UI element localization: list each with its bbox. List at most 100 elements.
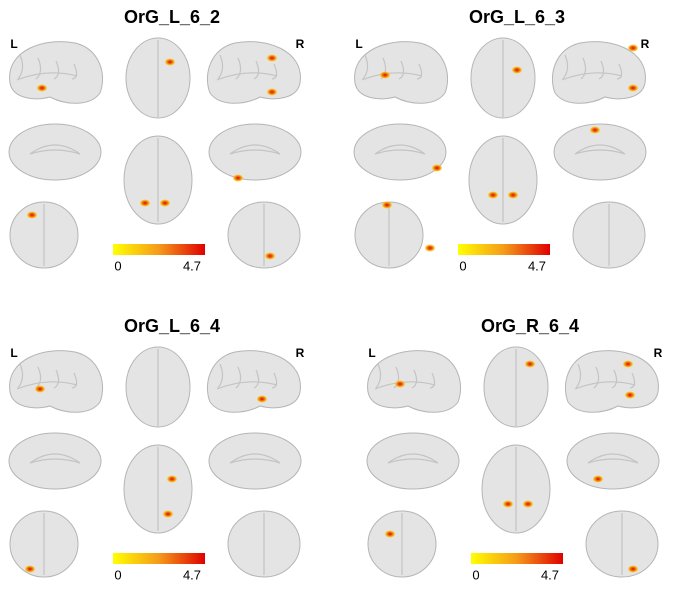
brain-sulcus — [17, 363, 24, 389]
activation-blob — [628, 84, 638, 92]
colorbar-min: 0 — [114, 258, 121, 273]
activation-blob — [385, 530, 395, 538]
activation-blob — [623, 360, 633, 368]
brain-sulcus — [374, 381, 436, 390]
activation-blob — [267, 54, 277, 62]
activation-blob — [37, 84, 47, 92]
brain-sulcus — [217, 54, 224, 80]
panel: OrG_L_6_3 L R 0 4.7 — [353, 7, 650, 273]
colorbar-max: 4.7 — [541, 567, 559, 582]
panel-title: OrG_R_6_4 — [481, 316, 579, 336]
activation-blob — [488, 191, 498, 199]
panel: OrG_L_6_4 L R 0 4.7 — [8, 316, 305, 582]
brain-sulcus — [216, 72, 278, 81]
brain-callosum — [229, 453, 281, 464]
brain-medial — [208, 432, 302, 490]
colorbar — [113, 244, 205, 255]
brain-sulcus — [71, 372, 78, 389]
right-label: R — [296, 346, 305, 360]
brain-sulcus — [416, 63, 423, 80]
brain-medial — [566, 432, 660, 490]
brain-medial — [208, 123, 302, 181]
activation-blob — [233, 174, 243, 182]
brain-sulcus — [271, 372, 278, 389]
left-label: L — [355, 37, 362, 51]
brain-callosum — [387, 453, 439, 464]
brain-callosum — [587, 453, 639, 464]
activation-blob — [167, 475, 177, 483]
brain-sulcus — [574, 381, 636, 390]
brain-medial — [366, 432, 460, 490]
activation-blob — [525, 360, 535, 368]
colorbar-min: 0 — [459, 258, 466, 273]
brain-sulcus — [562, 54, 569, 80]
colorbar — [458, 244, 550, 255]
brain-sulcus — [429, 372, 436, 389]
panel: OrG_R_6_4 L R 0 4.7 — [366, 316, 663, 582]
activation-blob — [35, 385, 45, 393]
brain-sulcus — [629, 372, 636, 389]
right-label: R — [641, 37, 650, 51]
brain-callosum — [374, 144, 426, 155]
brain-sulcus — [561, 72, 623, 81]
right-label: R — [296, 37, 305, 51]
activation-blob — [512, 66, 522, 74]
brain-medial — [553, 123, 647, 181]
activation-blob — [628, 565, 638, 573]
brain-sulcus — [216, 381, 278, 390]
activation-blob — [163, 510, 173, 518]
brain-sulcus — [361, 72, 423, 81]
left-label: L — [10, 346, 17, 360]
colorbar-min: 0 — [114, 567, 121, 582]
left-label: L — [10, 37, 17, 51]
colorbar-max: 4.7 — [528, 258, 546, 273]
activation-blob — [503, 500, 513, 508]
colorbar — [113, 553, 205, 564]
colorbar — [471, 553, 563, 564]
brain-sulcus — [393, 366, 400, 389]
activation-blob — [432, 164, 442, 172]
brain-sulcus — [35, 57, 42, 80]
activation-blob — [380, 71, 390, 79]
activation-blob — [160, 199, 170, 207]
brain-medial — [8, 432, 102, 490]
brain-callosum — [229, 144, 281, 155]
brain-sulcus — [235, 366, 242, 389]
activation-blob — [265, 252, 275, 260]
brain-sulcus — [593, 366, 600, 389]
brain-sulcus — [71, 63, 78, 80]
activation-blob — [382, 201, 392, 209]
activation-blob — [523, 500, 533, 508]
colorbar-min: 0 — [472, 567, 479, 582]
brain-sulcus — [616, 63, 623, 80]
panel-title: OrG_L_6_3 — [469, 7, 565, 27]
brain-sulcus — [16, 381, 78, 390]
activation-blob — [257, 395, 267, 403]
brain-sulcus — [580, 57, 587, 80]
brain-medial — [353, 123, 447, 181]
left-label: L — [368, 346, 375, 360]
panel-title: OrG_L_6_2 — [124, 7, 220, 27]
brain-sulcus — [217, 363, 224, 389]
brain-sulcus — [17, 54, 24, 80]
brain-medial — [8, 123, 102, 181]
activation-blob — [27, 211, 37, 219]
activation-blob — [590, 126, 600, 134]
brain-callosum — [29, 144, 81, 155]
activation-blob — [508, 191, 518, 199]
colorbar-max: 4.7 — [183, 258, 201, 273]
brain-sulcus — [16, 72, 78, 81]
brain-sulcus — [375, 363, 382, 389]
activation-blob — [625, 391, 635, 399]
activation-blob — [140, 199, 150, 207]
brain-sulcus — [271, 63, 278, 80]
activation-blob — [425, 244, 435, 252]
brain-sulcus — [575, 363, 582, 389]
panel-title: OrG_L_6_4 — [124, 316, 220, 336]
activation-blob — [267, 88, 277, 96]
activation-blob — [395, 380, 405, 388]
brain-callosum — [29, 453, 81, 464]
brain-sulcus — [235, 57, 242, 80]
brain-sulcus — [362, 54, 369, 80]
